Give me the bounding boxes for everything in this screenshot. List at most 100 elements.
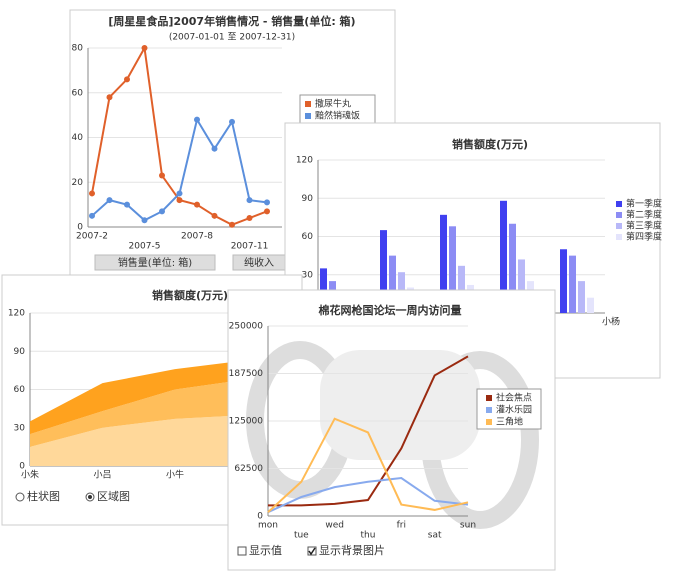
x-tick-label: 小朱 <box>21 469 39 481</box>
x-tick-label: tue <box>294 531 309 541</box>
legend-label: 第四季度 <box>626 231 662 243</box>
y-tick-label: 62500 <box>234 464 263 474</box>
y-tick-label: 120 <box>296 156 313 166</box>
option-label[interactable]: 柱状图 <box>27 489 60 503</box>
point <box>211 145 218 152</box>
bar <box>560 249 567 313</box>
point <box>246 215 253 222</box>
y-tick-label: 120 <box>8 309 25 319</box>
checkbox[interactable] <box>307 546 317 556</box>
legend-swatch <box>616 223 622 229</box>
legend-swatch <box>616 212 622 218</box>
button-label[interactable]: 纯收入 <box>244 256 274 269</box>
legend-swatch <box>486 419 492 425</box>
line <box>268 355 469 507</box>
option-label[interactable]: 显示背景图片 <box>319 543 385 557</box>
y-tick-label: 40 <box>72 133 84 143</box>
radio[interactable] <box>15 492 25 502</box>
y-tick-label: 0 <box>19 462 25 472</box>
y-tick-label: 60 <box>302 232 314 242</box>
y-tick-label: 90 <box>302 194 314 204</box>
point <box>89 190 95 197</box>
x-tick-label: 2007-8 <box>181 232 213 242</box>
x-tick-label: 小牛 <box>166 469 184 481</box>
x-tick-label: thu <box>361 531 376 541</box>
point <box>141 45 148 51</box>
y-tick-label: 60 <box>72 88 84 98</box>
legend-swatch <box>486 395 492 401</box>
x-tick-label: sat <box>428 531 442 541</box>
chart-subtitle: (2007-01-01 至 2007-12-31) <box>169 32 295 43</box>
y-tick-label: 20 <box>72 178 84 188</box>
button-label[interactable]: 销售量(单位: 箱) <box>118 256 192 269</box>
point <box>124 201 130 208</box>
y-tick-label: 60 <box>14 385 26 395</box>
legend-label: 社会焦点 <box>496 392 532 404</box>
option-label[interactable]: 显示值 <box>249 544 282 557</box>
bar <box>518 259 525 313</box>
legend-label: 第三季度 <box>626 220 662 232</box>
legend-label: 撒尿牛丸 <box>315 98 351 110</box>
point <box>141 217 148 224</box>
point <box>159 208 165 215</box>
bar <box>509 223 516 313</box>
bar <box>587 297 594 313</box>
bar <box>578 281 585 313</box>
point <box>194 116 200 123</box>
point <box>211 212 218 219</box>
y-tick-label: 30 <box>302 270 314 280</box>
y-tick-label: 0 <box>77 223 83 233</box>
x-tick-label: 2007-2 <box>76 232 108 242</box>
x-tick-label: 小杨 <box>602 316 620 328</box>
bar <box>389 255 396 313</box>
chart-title: [周星星食品]2007年销售情况 - 销售量(单位: 箱) <box>108 14 355 28</box>
x-tick-label: fri <box>397 521 406 531</box>
point <box>106 94 113 101</box>
point <box>194 201 200 208</box>
point <box>264 208 270 215</box>
y-tick-label: 187500 <box>229 369 264 379</box>
x-tick-label: 小吕 <box>93 470 111 481</box>
area <box>30 360 248 435</box>
y-tick-label: 0 <box>257 512 263 522</box>
checkbox[interactable] <box>237 546 247 556</box>
chart-title: 销售额度(万元) <box>452 137 528 151</box>
point <box>106 197 113 204</box>
point <box>246 197 253 204</box>
legend-label: 第二季度 <box>626 209 662 221</box>
legend-swatch <box>486 407 492 413</box>
option-label[interactable]: 区域图 <box>97 490 130 503</box>
x-tick-label: 2007-11 <box>231 242 269 252</box>
bar <box>380 230 387 313</box>
line <box>267 417 469 513</box>
bar <box>449 226 456 313</box>
button[interactable] <box>94 254 216 271</box>
legend-label: 三角地 <box>496 416 523 428</box>
y-tick-label: 90 <box>14 347 26 357</box>
bar <box>458 265 465 313</box>
line <box>267 476 469 514</box>
background-image <box>320 350 480 460</box>
bar <box>440 214 447 313</box>
point <box>229 221 235 228</box>
y-tick-label: 125000 <box>229 417 264 427</box>
legend-swatch <box>616 201 622 207</box>
y-tick-label: 30 <box>14 423 26 433</box>
point <box>159 172 165 179</box>
point <box>229 118 235 125</box>
radio-dot <box>88 495 92 499</box>
area <box>30 379 248 447</box>
x-tick-label: sun <box>460 521 476 531</box>
x-tick-label: 2007-5 <box>129 242 161 252</box>
legend-label: 灌水乐园 <box>496 404 532 416</box>
legend-swatch <box>616 234 622 240</box>
check-mark <box>308 547 316 556</box>
chart-title: 销售额度(万元) <box>152 288 228 302</box>
legend-swatch <box>305 101 311 107</box>
x-tick-label: mon <box>258 521 278 531</box>
legend-box <box>299 94 376 126</box>
y-tick-label: 250000 <box>229 322 264 332</box>
bar <box>500 200 507 313</box>
point <box>176 197 183 204</box>
